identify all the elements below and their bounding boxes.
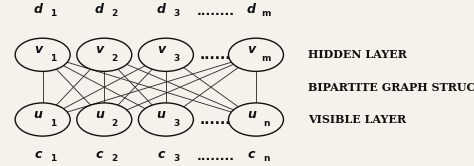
Text: d: d — [247, 3, 255, 16]
Ellipse shape — [15, 38, 70, 71]
Text: c: c — [34, 148, 42, 161]
Text: u: u — [157, 108, 165, 121]
Ellipse shape — [15, 103, 70, 136]
Text: ........: ........ — [197, 5, 235, 18]
Text: ........: ........ — [197, 150, 235, 163]
Text: d: d — [95, 3, 104, 16]
Text: c: c — [157, 148, 165, 161]
Ellipse shape — [138, 38, 193, 71]
Text: v: v — [247, 43, 255, 56]
Text: BIPARTITE GRAPH STRUCTURE: BIPARTITE GRAPH STRUCTURE — [308, 82, 474, 93]
Ellipse shape — [77, 103, 132, 136]
Text: n: n — [263, 154, 270, 163]
Text: 3: 3 — [173, 154, 180, 163]
Text: v: v — [34, 43, 42, 56]
Text: 3: 3 — [173, 54, 180, 63]
Text: d: d — [157, 3, 165, 16]
Text: 1: 1 — [50, 9, 56, 18]
Text: d: d — [34, 3, 42, 16]
Text: VISIBLE LAYER: VISIBLE LAYER — [308, 114, 406, 125]
Ellipse shape — [77, 38, 132, 71]
Text: m: m — [262, 54, 271, 63]
Text: n: n — [263, 119, 270, 128]
Text: HIDDEN LAYER: HIDDEN LAYER — [308, 49, 407, 60]
Text: ......: ...... — [200, 48, 231, 62]
Text: 1: 1 — [50, 154, 56, 163]
Text: 2: 2 — [111, 54, 118, 63]
Ellipse shape — [228, 38, 283, 71]
Text: 3: 3 — [173, 9, 180, 18]
Ellipse shape — [228, 103, 283, 136]
Text: u: u — [95, 108, 104, 121]
Text: v: v — [95, 43, 104, 56]
Text: 2: 2 — [111, 119, 118, 128]
Text: u: u — [247, 108, 255, 121]
Text: c: c — [96, 148, 103, 161]
Text: 2: 2 — [111, 154, 118, 163]
Text: u: u — [34, 108, 42, 121]
Ellipse shape — [138, 103, 193, 136]
Text: 3: 3 — [173, 119, 180, 128]
Text: v: v — [157, 43, 165, 56]
Text: 2: 2 — [111, 9, 118, 18]
Text: m: m — [262, 9, 271, 18]
Text: ......: ...... — [200, 113, 231, 126]
Text: c: c — [247, 148, 255, 161]
Text: 1: 1 — [50, 119, 56, 128]
Text: 1: 1 — [50, 54, 56, 63]
